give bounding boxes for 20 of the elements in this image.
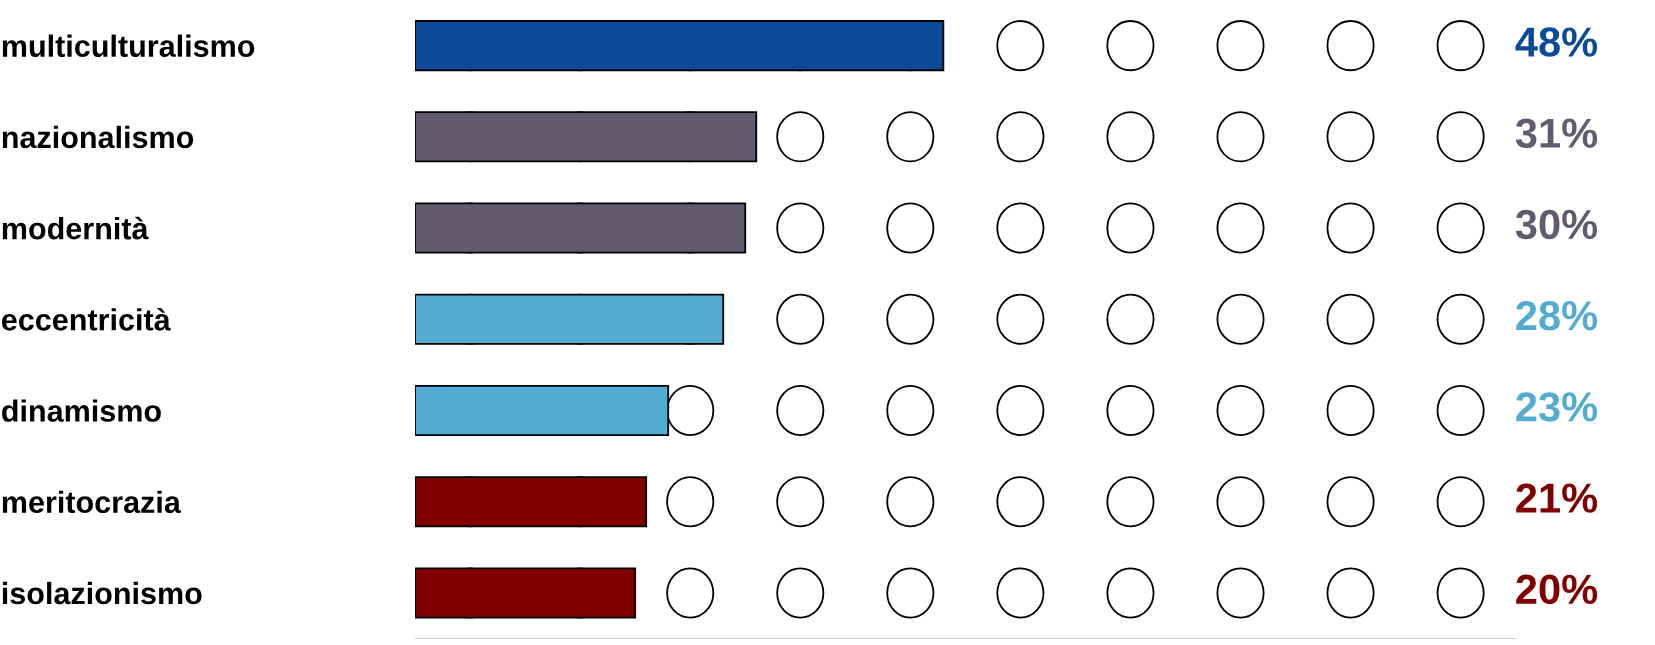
y-tick-label: eccentricità <box>1 307 171 331</box>
y-tick-label: modernità <box>2 216 149 240</box>
data-label: 30% <box>1515 209 1598 240</box>
y-tick-label: multiculturalismo <box>2 34 255 57</box>
data-label: 21% <box>1516 483 1598 513</box>
data-label: 23% <box>1516 392 1598 422</box>
bar <box>415 567 637 619</box>
bar <box>415 20 945 72</box>
data-label: 48% <box>1515 27 1598 57</box>
y-tick-label: isolazionismo <box>2 581 202 605</box>
data-label: 31% <box>1515 118 1598 149</box>
bar <box>415 476 648 528</box>
y-tick-label: meritocrazia <box>2 490 182 514</box>
bar <box>415 293 725 345</box>
bar <box>415 111 758 163</box>
y-tick-label: nazionalismo <box>2 125 194 149</box>
data-label: 28% <box>1516 300 1598 331</box>
bar <box>415 202 747 254</box>
data-label: 20% <box>1516 574 1598 605</box>
y-tick-label: dinamismo <box>2 399 161 422</box>
